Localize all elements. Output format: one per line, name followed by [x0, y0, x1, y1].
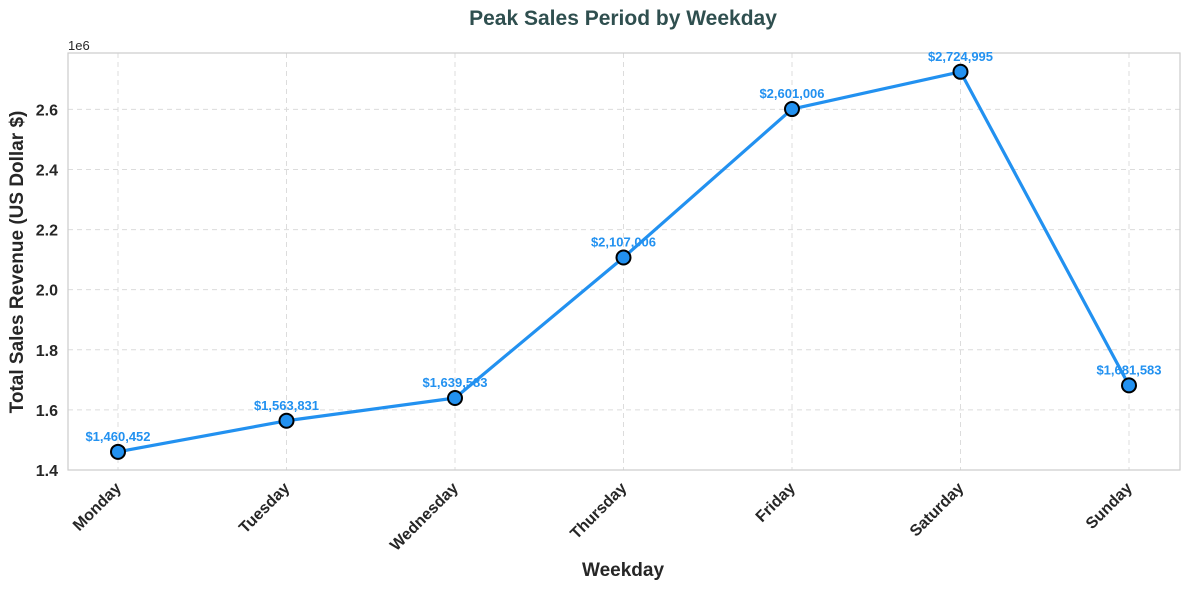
data-label: $1,460,452 — [85, 429, 150, 444]
data-point — [615, 249, 632, 266]
data-label: $1,681,583 — [1096, 362, 1161, 377]
plot-area-frame — [67, 52, 1181, 471]
y-tick-label: 2.2 — [36, 223, 58, 240]
data-label: $1,639,583 — [422, 375, 487, 390]
y-tick-label: 2.6 — [36, 102, 58, 119]
y-axis-label: Total Sales Revenue (US Dollar $) — [7, 111, 28, 414]
data-point — [278, 412, 295, 429]
data-point — [1121, 377, 1137, 394]
y-tick-label: 1.8 — [36, 343, 58, 360]
y-tick-label: 1.4 — [36, 463, 58, 480]
x-axis-label: Weekday — [582, 560, 664, 581]
data-label: $1,563,831 — [254, 398, 319, 413]
y-axis-ticks: 1.4 1.6 1.8 2.0 2.2 2.4 2.6 — [36, 102, 58, 480]
data-point — [447, 389, 463, 406]
data-point — [110, 443, 126, 460]
data-point — [784, 101, 800, 118]
data-label: $2,107,006 — [591, 235, 656, 250]
y-tick-label: 1.6 — [36, 403, 58, 420]
data-label: $2,724,995 — [928, 49, 993, 64]
y-tick-label: 2.4 — [36, 162, 58, 179]
y-tick-label: 2.0 — [36, 283, 58, 300]
chart-title: Peak Sales Period by Weekday — [469, 7, 777, 30]
data-labels: $1,460,452 $1,563,831 $1,639,583 $2,107,006… — [85, 49, 1161, 444]
data-point — [952, 63, 969, 80]
data-markers — [110, 63, 1137, 460]
data-label: $2,601,006 — [759, 86, 824, 101]
y-offset-label: 1e6 — [68, 38, 90, 53]
